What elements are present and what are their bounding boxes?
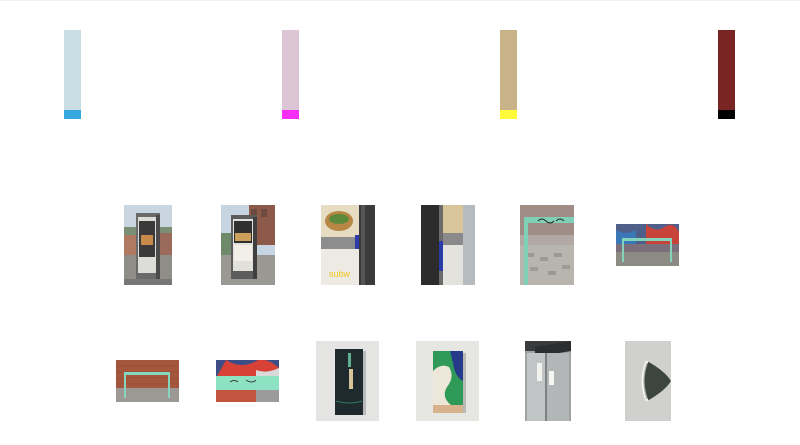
panel-green-image [416,341,479,421]
thumbnail-doors-grey[interactable] [525,341,571,421]
doors-grey-image [525,341,571,421]
color-swatch-blue [64,30,81,119]
thumbnail-sign-closeup[interactable]: subw [321,205,375,285]
swatch-accent-color [718,110,735,119]
panel-dark-image [316,341,379,421]
thumbnail-barrier-brick[interactable] [116,360,179,402]
color-swatch-maroon [718,30,735,119]
thumbnail-panel-dark[interactable] [316,341,379,421]
top-divider [0,0,800,1]
sign-closeup-dark-image [421,205,475,285]
swatch-accent-color [64,110,81,119]
barrier-mural-image [216,360,279,402]
wall-object-image [625,341,671,421]
barrier-graffiti-image [616,224,679,266]
color-swatch-gold [500,30,517,119]
swatch-main-color [500,30,517,110]
thumbnail-sign-closeup-dark[interactable] [421,205,475,285]
thumbnail-barrier-vertical[interactable] [520,205,574,285]
kiosk-street-image [221,205,275,285]
thumbnail-wall-object[interactable] [625,341,671,421]
thumbnail-kiosk-front[interactable] [124,205,172,285]
swatch-accent-color [500,110,517,119]
thumbnail-kiosk-street[interactable] [221,205,275,285]
barrier-vertical-image [520,205,574,285]
thumbnail-panel-green[interactable] [416,341,479,421]
sign-logo-text: subw [329,269,351,279]
sign-closeup-image: subw [321,205,375,285]
swatch-main-color [718,30,735,110]
kiosk-front-image [124,205,172,285]
swatch-accent-color [282,110,299,119]
barrier-brick-image [116,360,179,402]
swatch-main-color [64,30,81,110]
thumbnail-barrier-graffiti[interactable] [616,224,679,266]
thumbnail-barrier-mural[interactable] [216,360,279,402]
swatch-main-color [282,30,299,110]
color-swatch-pink [282,30,299,119]
